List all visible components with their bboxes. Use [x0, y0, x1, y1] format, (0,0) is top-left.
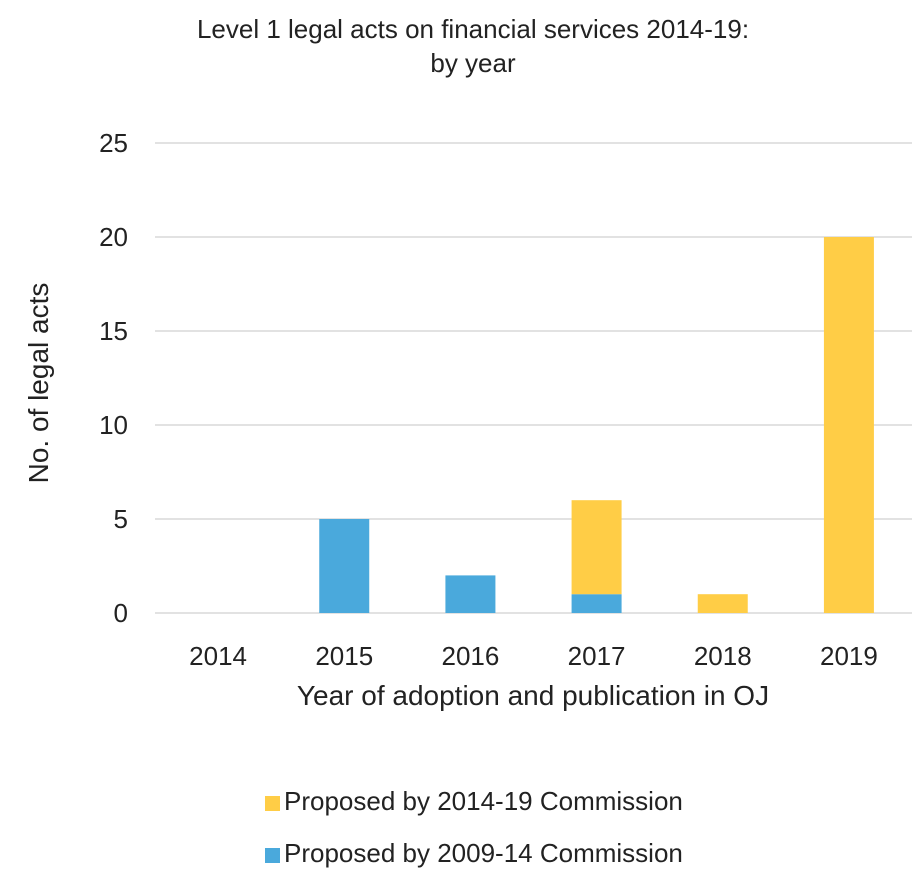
legend: Proposed by 2014-19 Commission Proposed b…	[265, 786, 683, 868]
legend-label-series-0: Proposed by 2009-14 Commission	[284, 838, 683, 868]
x-tick-label-2014: 2014	[189, 641, 247, 671]
chart-title-line-2: by year	[430, 48, 516, 78]
x-tick-label-2015: 2015	[315, 641, 373, 671]
bar-segment-2017-series-1	[571, 500, 622, 595]
legend-label-series-1: Proposed by 2014-19 Commission	[284, 786, 683, 816]
x-tick-label-2017: 2017	[568, 641, 626, 671]
y-tick-label: 10	[99, 410, 128, 440]
y-tick-label: 0	[114, 598, 128, 628]
legend-swatch-series-0	[265, 848, 280, 863]
y-axis-ticks: 0 5 10 15 20 25	[99, 128, 128, 628]
gridlines	[155, 142, 912, 614]
x-axis-ticks: 2014 2015 2016 2017 2018 2019	[189, 641, 878, 671]
x-tick-label-2018: 2018	[694, 641, 752, 671]
bar-segment-2016-series-0	[445, 575, 496, 613]
y-tick-label: 5	[114, 504, 128, 534]
y-tick-label: 20	[99, 222, 128, 252]
bars	[319, 237, 874, 613]
bar-segment-2018-series-1	[697, 594, 748, 613]
y-axis-label: No. of legal acts	[23, 283, 54, 484]
y-tick-label: 25	[99, 128, 128, 158]
bar-segment-2015-series-0	[319, 519, 370, 613]
chart-title: Level 1 legal acts on financial services…	[197, 14, 749, 78]
y-tick-label: 15	[99, 316, 128, 346]
x-tick-label-2019: 2019	[820, 641, 878, 671]
legend-swatch-series-1	[265, 796, 280, 811]
x-axis-label: Year of adoption and publication in OJ	[297, 680, 769, 711]
chart-title-line-1: Level 1 legal acts on financial services…	[197, 14, 749, 44]
x-tick-label-2016: 2016	[441, 641, 499, 671]
bar-segment-2017-series-0	[571, 594, 622, 613]
bar-segment-2019-series-1	[823, 237, 874, 613]
